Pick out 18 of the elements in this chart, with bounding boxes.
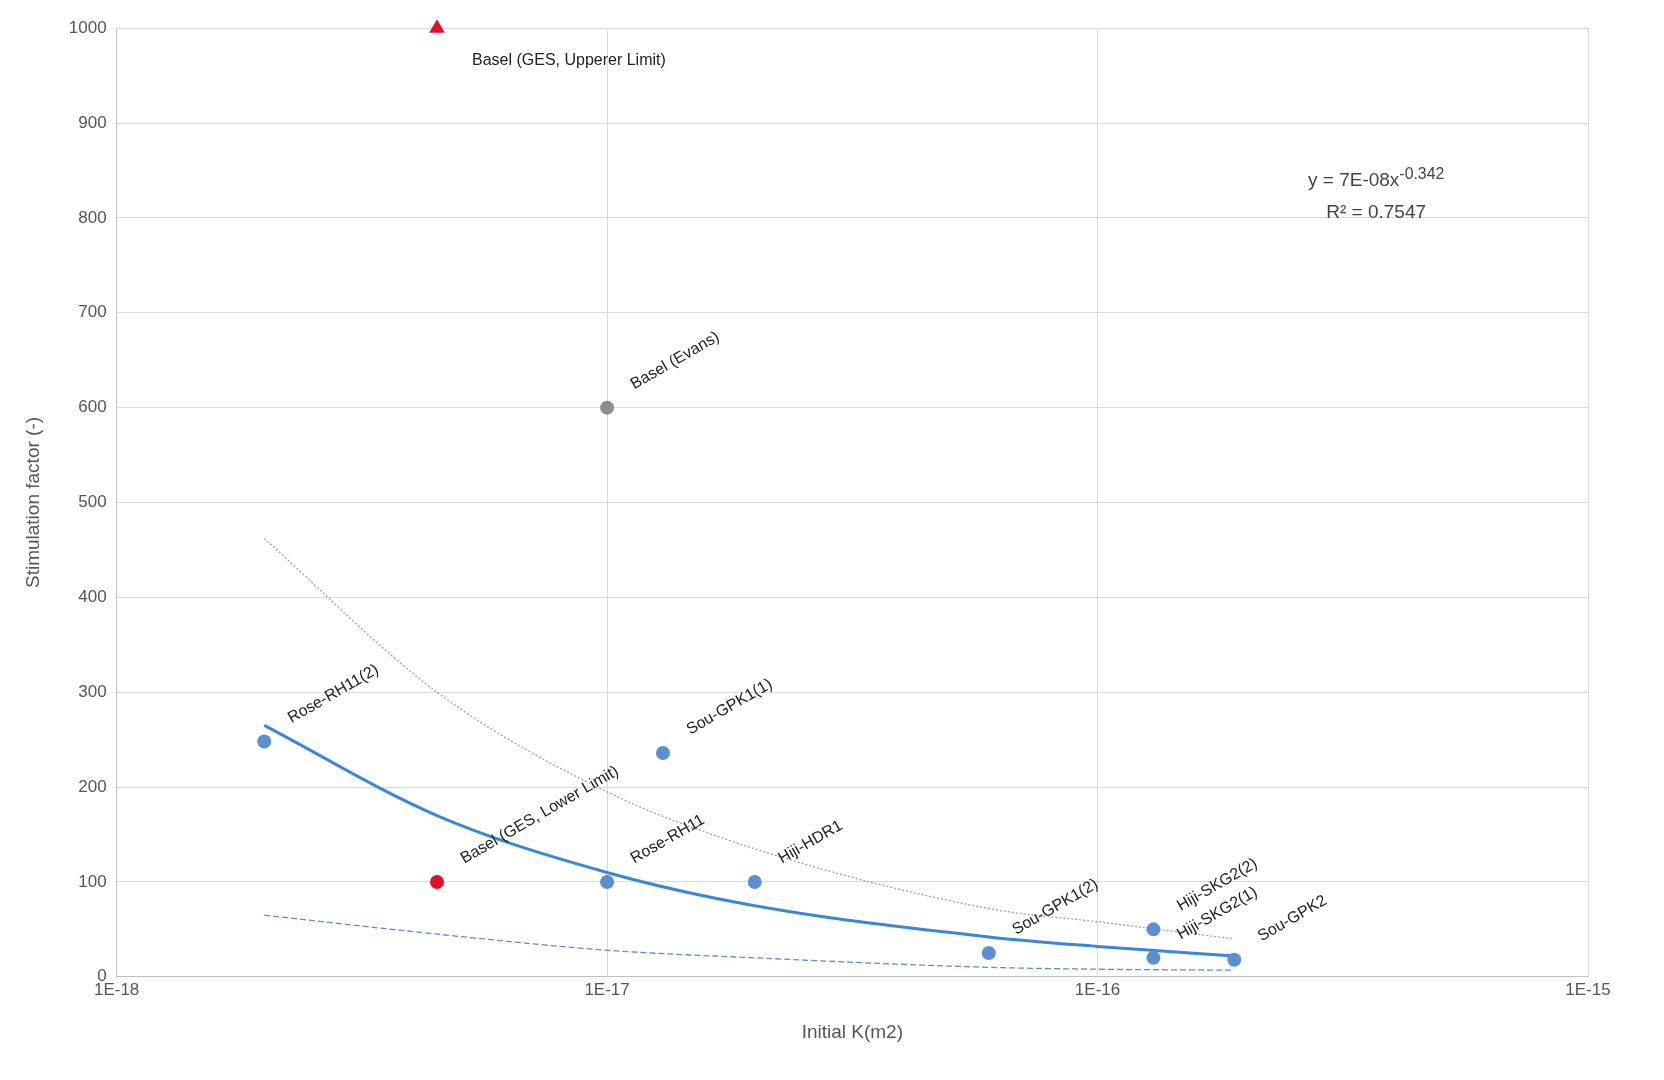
x-tick-label: 1E-17 — [584, 979, 630, 999]
y-tick-label: 700 — [78, 302, 107, 322]
y-tick-label: 600 — [78, 397, 107, 417]
y-axis-title: Stimulation factor (-) — [21, 416, 43, 589]
x-axis-title: Initial K(m2) — [801, 1020, 903, 1042]
y-tick-label: 200 — [78, 776, 107, 796]
y-tick-label: 500 — [78, 492, 107, 512]
y-tick-label: 100 — [78, 871, 107, 891]
x-tick-label: 1E-15 — [1565, 979, 1611, 999]
annotation: y = 7E-08x$^{-0.342}$ — [1308, 164, 1445, 193]
y-tick-label: 1000 — [68, 17, 107, 37]
y-tick-label: 800 — [78, 207, 107, 227]
y-tick-label: 900 — [78, 112, 107, 132]
x-tick-label: 1E-16 — [1074, 979, 1121, 999]
y-tick-label: 300 — [78, 681, 107, 701]
text: Basel (GES, Upperer Limit) — [471, 50, 666, 68]
y-tick-label: 400 — [78, 587, 107, 607]
annotation: R² = 0.7547 — [1325, 200, 1428, 225]
